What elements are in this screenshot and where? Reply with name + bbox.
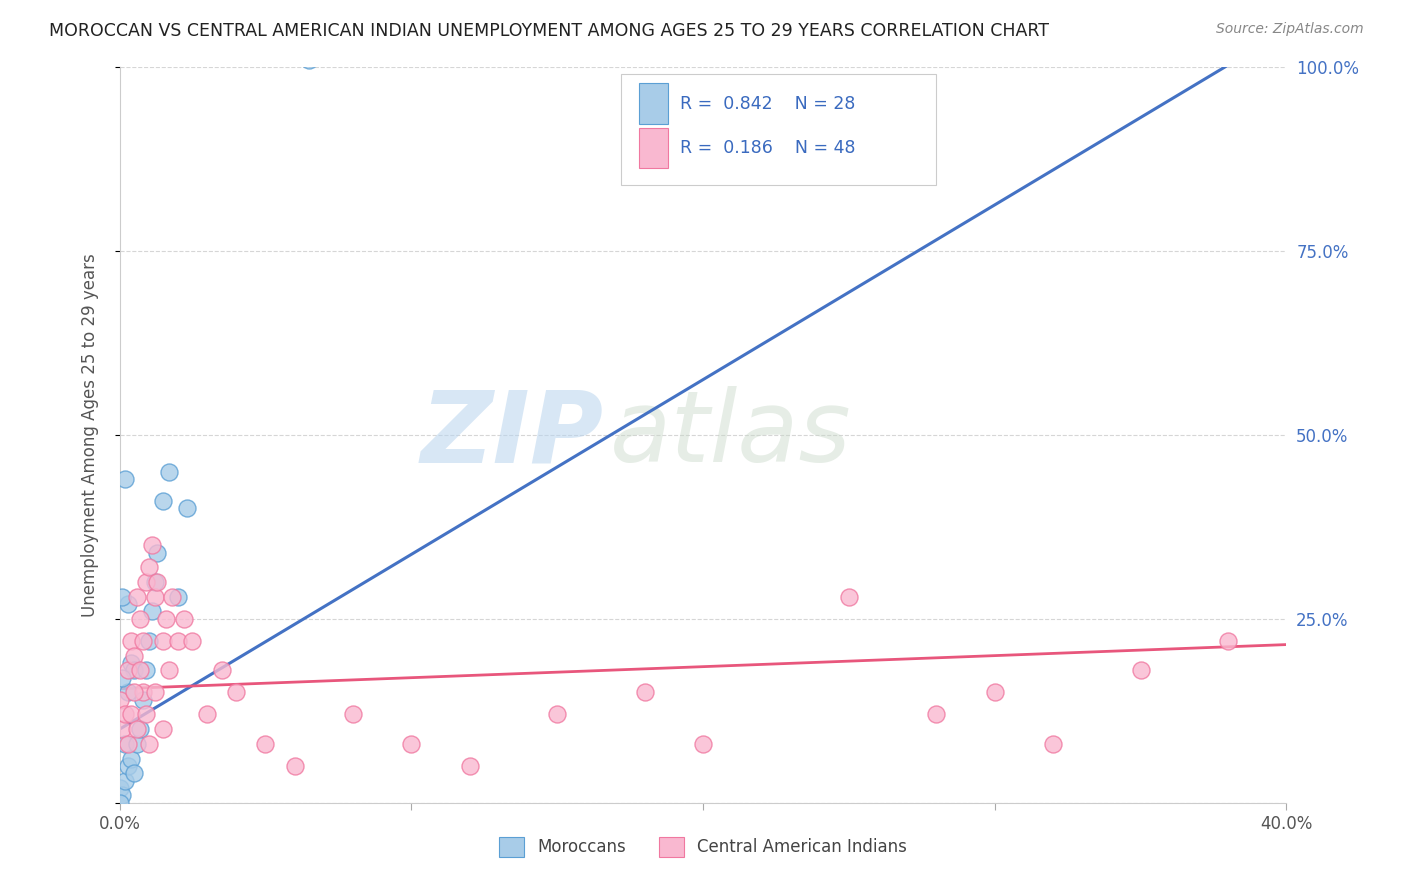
- Point: [135, 575, 157, 590]
- Point: [120, 656, 142, 670]
- Point: [122, 648, 145, 663]
- Legend: Moroccans, Central American Indians: Moroccans, Central American Indians: [499, 837, 907, 857]
- Point: [138, 737, 160, 751]
- Text: R =  0.842    N = 28: R = 0.842 N = 28: [679, 95, 855, 112]
- Bar: [638, 84, 668, 124]
- Point: [129, 723, 152, 737]
- Text: R =  0.186    N = 48: R = 0.186 N = 48: [679, 139, 855, 157]
- Point: [108, 692, 131, 706]
- Point: [117, 737, 139, 751]
- Point: [692, 737, 714, 751]
- Point: [108, 781, 131, 796]
- Point: [211, 664, 233, 678]
- Point: [114, 707, 136, 722]
- Point: [166, 590, 188, 604]
- Point: [111, 789, 134, 803]
- Point: [122, 766, 145, 780]
- Point: [152, 633, 174, 648]
- Point: [138, 560, 160, 574]
- Point: [633, 685, 655, 699]
- Point: [342, 707, 364, 722]
- Point: [111, 671, 134, 685]
- Point: [122, 685, 145, 699]
- Point: [152, 494, 174, 508]
- Point: [114, 737, 136, 751]
- Point: [111, 723, 134, 737]
- FancyBboxPatch shape: [621, 74, 936, 185]
- Point: [1216, 633, 1240, 648]
- Point: [254, 737, 277, 751]
- Point: [157, 465, 180, 479]
- Point: [122, 664, 145, 678]
- Y-axis label: Unemployment Among Ages 25 to 29 years: Unemployment Among Ages 25 to 29 years: [80, 253, 98, 616]
- Point: [143, 590, 166, 604]
- Point: [838, 590, 860, 604]
- Point: [157, 664, 180, 678]
- Point: [173, 612, 195, 626]
- Point: [125, 737, 148, 751]
- Point: [152, 723, 174, 737]
- Point: [132, 633, 155, 648]
- Point: [125, 590, 148, 604]
- Point: [195, 707, 218, 722]
- Point: [117, 759, 139, 773]
- Text: ZIP: ZIP: [420, 386, 603, 483]
- Point: [141, 605, 163, 619]
- Point: [1129, 664, 1152, 678]
- Text: MOROCCAN VS CENTRAL AMERICAN INDIAN UNEMPLOYMENT AMONG AGES 25 TO 29 YEARS CORRE: MOROCCAN VS CENTRAL AMERICAN INDIAN UNEM…: [49, 22, 1049, 40]
- Point: [132, 685, 155, 699]
- Point: [458, 759, 481, 773]
- Point: [225, 685, 247, 699]
- Point: [143, 685, 166, 699]
- Point: [401, 737, 423, 751]
- Point: [181, 633, 204, 648]
- Point: [129, 664, 152, 678]
- Point: [141, 538, 163, 552]
- Point: [132, 692, 155, 706]
- Point: [120, 633, 142, 648]
- Point: [160, 590, 183, 604]
- Point: [146, 545, 169, 560]
- Point: [155, 612, 177, 626]
- Point: [125, 723, 148, 737]
- Point: [283, 759, 307, 773]
- Point: [111, 590, 134, 604]
- Point: [135, 707, 157, 722]
- Point: [114, 773, 136, 788]
- Point: [120, 751, 142, 765]
- Point: [138, 633, 160, 648]
- Text: Source: ZipAtlas.com: Source: ZipAtlas.com: [1216, 22, 1364, 37]
- Point: [117, 685, 139, 699]
- Point: [176, 501, 198, 516]
- Point: [143, 575, 166, 590]
- Point: [117, 597, 139, 611]
- Text: atlas: atlas: [610, 386, 851, 483]
- Point: [129, 612, 152, 626]
- Point: [166, 633, 188, 648]
- Point: [298, 53, 321, 67]
- Point: [120, 707, 142, 722]
- Point: [108, 796, 131, 810]
- Point: [114, 472, 136, 486]
- Point: [983, 685, 1005, 699]
- Point: [135, 664, 157, 678]
- Point: [546, 707, 568, 722]
- Bar: [638, 128, 668, 168]
- Point: [146, 575, 169, 590]
- Point: [1042, 737, 1064, 751]
- Point: [117, 664, 139, 678]
- Point: [925, 707, 948, 722]
